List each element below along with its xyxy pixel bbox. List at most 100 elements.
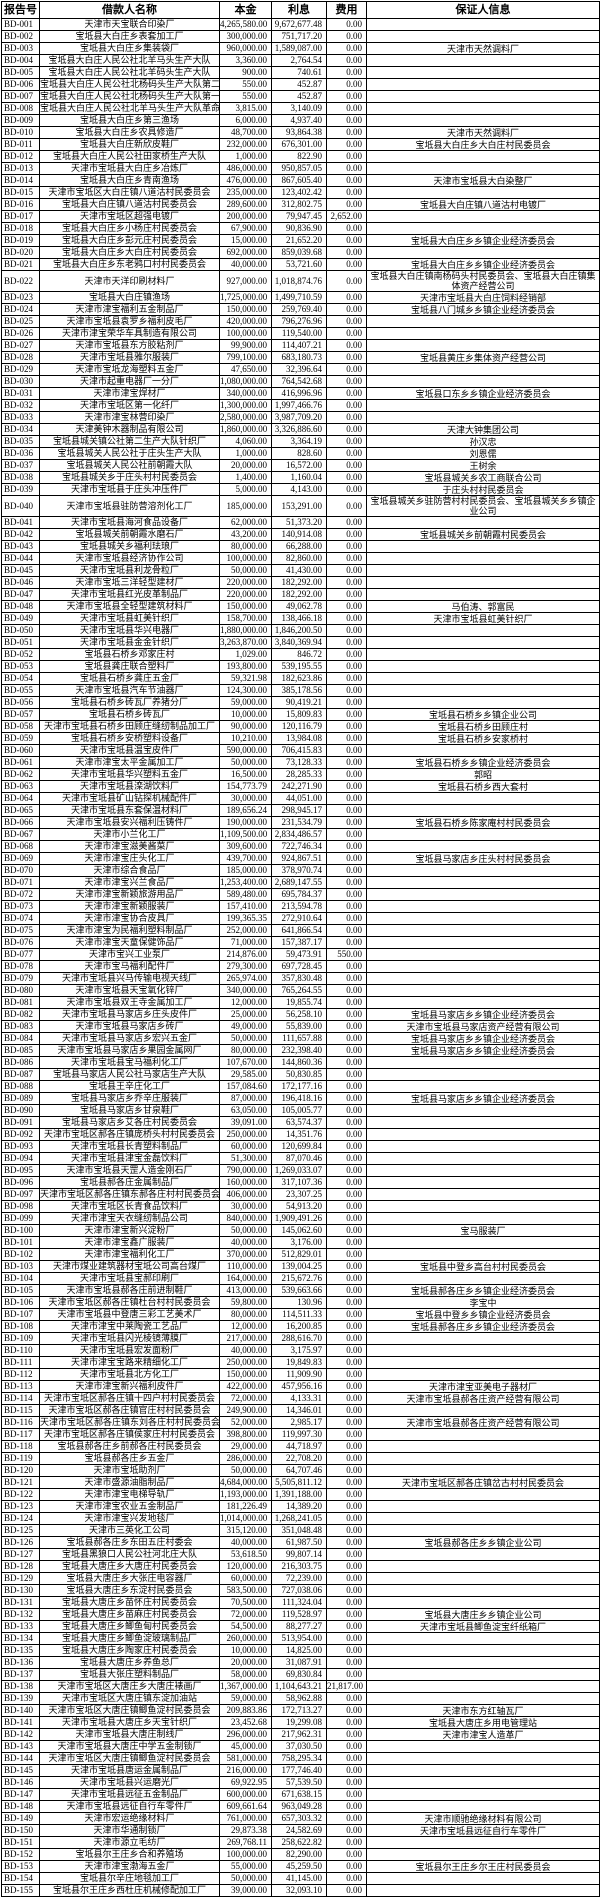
report-id-cell: BD-010 [1,126,40,139]
principal-cell: 799,100.00 [219,351,272,364]
principal-cell: 235,000.00 [219,186,272,199]
interest-cell: 4,937.40 [271,114,327,127]
table-row: BD-116 天津市宝坻区郝各庄镇东刘各庄村村民委员会 52,000.00 2,985… [1,1416,600,1429]
fee-cell: 0.00 [326,1260,367,1273]
table-row: BD-035 宝坻县城关镇公社第二生产大队针织厂 4,060.00 3,364.19 0… [1,435,600,448]
principal-cell: 340,000.00 [219,984,272,997]
principal-cell: 50,000.00 [219,1872,272,1885]
principal-cell: 150,000.00 [219,600,272,613]
fee-cell: 0.00 [326,1236,367,1249]
borrower-cell: 天津市宝坻县滦湖饮料厂 [39,780,220,793]
guarantor-cell [366,1164,600,1177]
borrower-cell: 天津市宝坻县天宝氧化锌厂 [39,984,220,997]
principal-cell: 420,000.00 [219,315,272,328]
fee-cell: 0.00 [326,852,367,865]
principal-cell: 59,000.00 [219,1692,272,1705]
report-id-cell: BD-111 [1,1356,40,1369]
report-id-cell: BD-120 [1,1464,40,1477]
borrower-cell: 宝坻县大唐庄乡大唐庄村民委员会 [39,1560,220,1573]
table-row: BD-096 宝坻县郝各庄金属制品厂 160,000.00 317,107.36 0.0… [1,1176,600,1189]
guarantor-cell: 天津市宝坻县郝各庄资产经营有限公司 [366,1416,600,1429]
principal-cell: 70,500.00 [219,1596,272,1609]
fee-cell: 0.00 [326,1416,367,1429]
fee-cell: 0.00 [326,1644,367,1657]
borrower-cell: 宝坻县大唐庄乡陶家庄村民委员会 [39,1644,220,1657]
interest-cell: 9,672,677.48 [271,18,327,31]
principal-cell: 300,000.00 [219,30,272,43]
table-row: BD-091 宝坻县马家店乡艾各庄村民委员会 39,091.00 63,574.37 0… [1,1116,600,1129]
guarantor-cell [366,1428,600,1441]
interest-cell: 69,830.84 [271,1668,327,1681]
fee-cell: 0.00 [326,984,367,997]
borrower-cell: 天津市天宝联合印染厂 [39,18,220,31]
report-id-cell: BD-019 [1,234,40,247]
interest-cell: 119,997.30 [271,1428,327,1441]
interest-cell: 1,269,033.07 [271,1164,327,1177]
principal-cell: 58,000.00 [219,1668,272,1681]
report-id-cell: BD-080 [1,984,40,997]
principal-cell: 250,000.00 [219,1356,272,1369]
table-row: BD-043 宝坻县城关乡福利珐琅厂 80,000.00 66,288.00 0.00 [1,540,600,553]
interest-cell: 49,062.78 [271,600,327,613]
principal-cell: 1,109,500.00 [219,828,272,841]
borrower-cell: 天津市宝坻县全轻型建筑材料厂 [39,600,220,613]
interest-cell: 740.61 [271,66,327,79]
report-id-cell: BD-021 [1,258,40,271]
borrower-cell: 宝坻县大白庄乡表套加工厂 [39,30,220,43]
fee-cell: 0.00 [326,30,367,43]
borrower-cell: 宝坻县马家店乡甘泉鞋厂 [39,1104,220,1117]
table-row: BD-064 天津市宝坻县矿山钻探机械配件厂 30,000.00 44,051.00 0… [1,792,600,805]
borrower-cell: 宝坻县大唐庄乡鲫鱼淀玻璃制品厂 [39,1632,220,1645]
table-row: BD-051 天津市宝坻县金金针织厂 3,263,870.00 3,840,369.9… [1,636,600,649]
fee-cell: 0.00 [326,90,367,103]
borrower-cell: 宝坻县石桥乡邓家庄村 [39,648,220,661]
interest-cell: 683,180.73 [271,351,327,364]
table-row: BD-023 宝坻县大白庄镇渔场 1,725,000.00 1,499,710.59 0… [1,291,600,304]
borrower-cell: 天津市津宝林营印染厂 [39,411,220,424]
borrower-cell: 天津市宝坻区郝各庄镇十四户村村民委员会 [39,1392,220,1405]
report-id-cell: BD-053 [1,660,40,673]
interest-cell: 61,987.50 [271,1536,327,1549]
borrower-cell: 宝坻县大白庄人民公社北羊马头生产大队 [39,54,220,67]
fee-cell: 0.00 [326,840,367,853]
fee-cell: 0.00 [326,1128,367,1141]
fee-cell: 0.00 [326,600,367,613]
report-id-cell: BD-126 [1,1536,40,1549]
principal-cell: 550.00 [219,78,272,91]
guarantor-cell: 天津市宝坻县大白染整厂 [366,174,600,187]
report-id-cell: BD-056 [1,696,40,709]
fee-cell: 0.00 [326,672,367,685]
table-row: BD-001 天津市天宝联合印染厂 4,265,580.00 9,672,677.48… [1,18,600,31]
report-id-cell: BD-046 [1,576,40,589]
table-row: BD-076 天津市津宝天童保健饰品厂 71,000.00 157,387.17 0.0… [1,936,600,949]
principal-cell: 30,000.00 [219,1200,272,1213]
report-id-cell: BD-124 [1,1512,40,1525]
principal-cell: 50,000.00 [219,1224,272,1237]
fee-cell: 0.00 [326,804,367,817]
borrower-cell: 天津市宝坻区郝各庄镇侯家庄村村民委员会 [39,1428,220,1441]
interest-cell: 105,005.77 [271,1104,327,1117]
fee-cell: 0.00 [326,1500,367,1513]
report-id-cell: BD-064 [1,792,40,805]
fee-cell: 0.00 [326,972,367,985]
principal-cell: 232,000.00 [219,138,272,151]
report-id-cell: BD-047 [1,588,40,601]
interest-cell: 93,864.38 [271,126,327,139]
table-row: BD-072 天津市津宝新颖旅游用品厂 589,480.00 695,784.37 0.… [1,888,600,901]
borrower-cell: 天津市津宝新兴福利皮件厂 [39,1380,220,1393]
table-row: BD-010 宝坻县大白庄乡农具修造厂 48,700.00 93,864.38 0.00… [1,126,600,139]
borrower-cell: 天津市宝坻县利龙骨粒厂 [39,564,220,577]
borrower-cell: 天津市津宝新颖服装厂 [39,900,220,913]
report-id-cell: BD-011 [1,138,40,151]
fee-cell: 0.00 [326,708,367,721]
interest-cell: 3,175.97 [271,1344,327,1357]
fee-cell: 0.00 [326,102,367,115]
borrower-cell: 天津市津宝电梯导轨厂 [39,1488,220,1501]
borrower-cell: 天津市宝坻县唐运金属制品厂 [39,1764,220,1777]
guarantor-cell [366,1152,600,1165]
guarantor-cell: 天津市宝坻县虹美针织厂 [366,612,600,625]
borrower-cell: 天津市宝坻县兴运磨光厂 [39,1776,220,1789]
interest-cell: 1,499,710.59 [271,291,327,304]
principal-cell: 486,000.00 [219,162,272,175]
guarantor-cell [366,1068,600,1081]
